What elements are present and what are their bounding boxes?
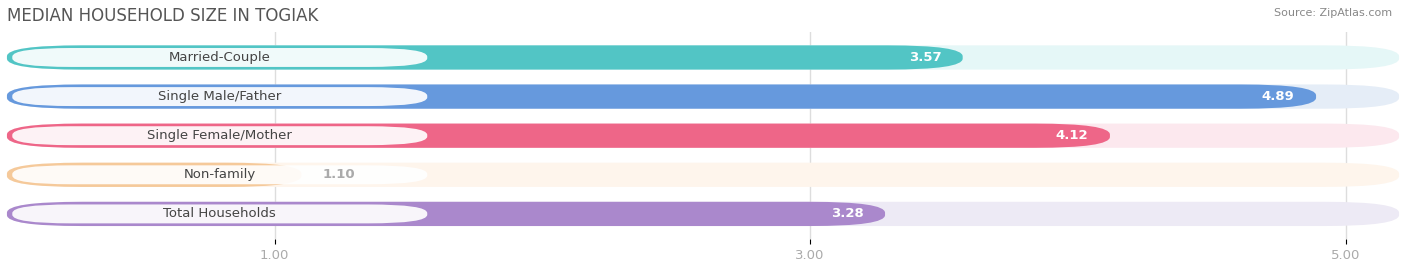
FancyBboxPatch shape (7, 202, 1399, 226)
Text: Single Male/Father: Single Male/Father (157, 90, 281, 103)
Text: Source: ZipAtlas.com: Source: ZipAtlas.com (1274, 8, 1392, 18)
FancyBboxPatch shape (7, 45, 963, 70)
FancyBboxPatch shape (7, 84, 1399, 109)
FancyBboxPatch shape (13, 126, 427, 145)
Text: 4.12: 4.12 (1056, 129, 1088, 142)
FancyBboxPatch shape (13, 165, 427, 184)
Text: Total Households: Total Households (163, 207, 276, 220)
FancyBboxPatch shape (7, 123, 1399, 148)
FancyBboxPatch shape (7, 123, 1109, 148)
FancyBboxPatch shape (7, 202, 884, 226)
FancyBboxPatch shape (7, 163, 1399, 187)
Text: 4.89: 4.89 (1263, 90, 1295, 103)
Text: MEDIAN HOUSEHOLD SIZE IN TOGIAK: MEDIAN HOUSEHOLD SIZE IN TOGIAK (7, 7, 318, 25)
Text: Non-family: Non-family (184, 168, 256, 181)
Text: Married-Couple: Married-Couple (169, 51, 271, 64)
Text: 1.10: 1.10 (323, 168, 356, 181)
FancyBboxPatch shape (13, 87, 427, 106)
FancyBboxPatch shape (7, 45, 1399, 70)
Text: 3.28: 3.28 (831, 207, 863, 220)
FancyBboxPatch shape (7, 163, 301, 187)
FancyBboxPatch shape (13, 204, 427, 223)
FancyBboxPatch shape (13, 48, 427, 67)
Text: 3.57: 3.57 (908, 51, 941, 64)
Text: Single Female/Mother: Single Female/Mother (148, 129, 292, 142)
FancyBboxPatch shape (7, 84, 1316, 109)
